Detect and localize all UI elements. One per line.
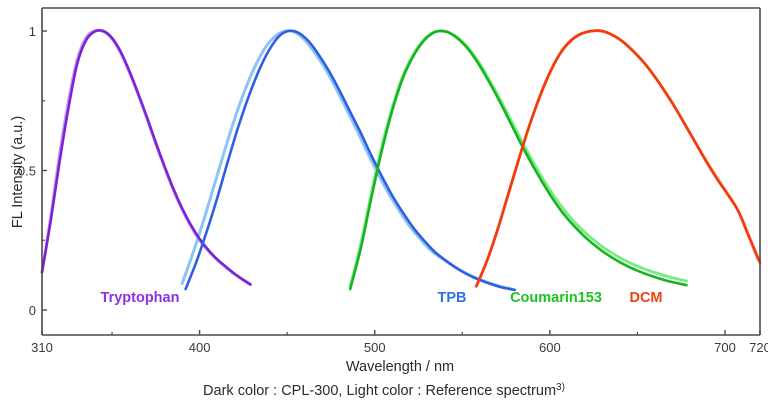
x-tick-label-600: 600 bbox=[539, 340, 561, 355]
x-tick-label-700: 700 bbox=[714, 340, 736, 355]
series-label-tpb: TPB bbox=[438, 290, 467, 306]
y-tick-label-1: 1 bbox=[29, 24, 36, 39]
series-label-dcm: DCM bbox=[629, 290, 662, 306]
x-tick-label-400: 400 bbox=[189, 340, 211, 355]
series-label-coumarin153: Coumarin153 bbox=[510, 290, 602, 306]
x-tick-label-720: 720 bbox=[749, 340, 768, 355]
caption-superscript: 3) bbox=[556, 382, 565, 393]
cpl300-spectrum-curve-dcm bbox=[475, 29, 762, 288]
figure-caption: Dark color : CPL-300, Light color : Refe… bbox=[203, 382, 565, 399]
y-axis-title: FL Intensity (a.u.) bbox=[10, 116, 26, 228]
axis-tick-labels-layer: 310 400 500 600 700 720 0 0.5 1 bbox=[18, 24, 768, 355]
y-tick-label-0.5: 0.5 bbox=[18, 164, 36, 179]
axis-frame bbox=[41, 7, 761, 336]
series-label-tryptophan: Tryptophan bbox=[101, 290, 180, 306]
caption-main-text: Dark color : CPL-300, Light color : Refe… bbox=[203, 383, 556, 399]
series-curves-layer bbox=[40, 28, 762, 292]
cpl300-spectrum-curve-tryptophan bbox=[40, 28, 252, 286]
x-axis-title: Wavelength / nm bbox=[346, 359, 454, 375]
axis-ticks-layer bbox=[41, 30, 761, 335]
plot-area-background bbox=[42, 8, 760, 335]
cpl300-spectrum-curve-coumarin153 bbox=[348, 29, 688, 291]
series-legend-labels-layer: Tryptophan TPB Coumarin153 DCM bbox=[101, 290, 663, 306]
cpl300-spectrum-curve-tpb bbox=[184, 29, 517, 292]
x-tick-label-310: 310 bbox=[31, 340, 53, 355]
y-tick-label-0: 0 bbox=[29, 303, 36, 318]
x-tick-label-500: 500 bbox=[364, 340, 386, 355]
